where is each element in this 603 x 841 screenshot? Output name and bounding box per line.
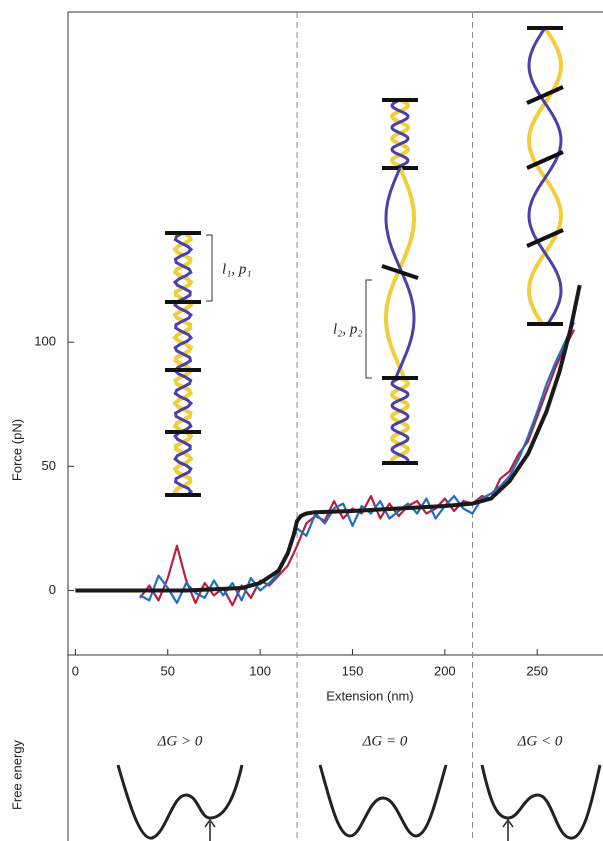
x-tick-label: 200	[434, 663, 456, 678]
x-tick-label: 100	[249, 663, 271, 678]
dg-label: ΔG = 0	[362, 733, 408, 749]
y-axis-label: Force (pN)	[9, 419, 24, 481]
y-tick-label: 50	[42, 458, 56, 473]
data-line	[139, 321, 576, 604]
dg-label: ΔG < 0	[517, 733, 563, 749]
x-tick-label: 250	[526, 663, 548, 678]
helix-bar	[526, 85, 564, 105]
helix-bar	[381, 264, 419, 280]
helix-bar	[526, 228, 564, 248]
x-tick-label: 150	[342, 663, 364, 678]
helix-strand	[390, 376, 410, 465]
helix-strand	[172, 231, 194, 497]
helix-strand	[527, 27, 563, 325]
helix-strand	[389, 376, 411, 465]
energy-wells	[116, 764, 602, 841]
x-axis-label: Extension (nm)	[326, 688, 413, 703]
helix-bar	[526, 150, 564, 170]
annotation: l₁, p₁	[222, 261, 252, 277]
y-tick-label: 0	[49, 582, 56, 597]
x-tick-label: 50	[161, 663, 175, 678]
data-line	[139, 329, 576, 607]
energy-label: Free energy	[9, 739, 24, 810]
annotation: l₂, p₂	[333, 321, 363, 337]
data-line	[75, 284, 582, 593]
x-tick-label: 0	[72, 663, 79, 678]
bracket	[206, 234, 372, 379]
helix-strand	[390, 98, 410, 170]
dg-label: ΔG > 0	[157, 733, 203, 749]
y-tick-label: 100	[34, 334, 56, 349]
helix-strand	[526, 26, 564, 326]
